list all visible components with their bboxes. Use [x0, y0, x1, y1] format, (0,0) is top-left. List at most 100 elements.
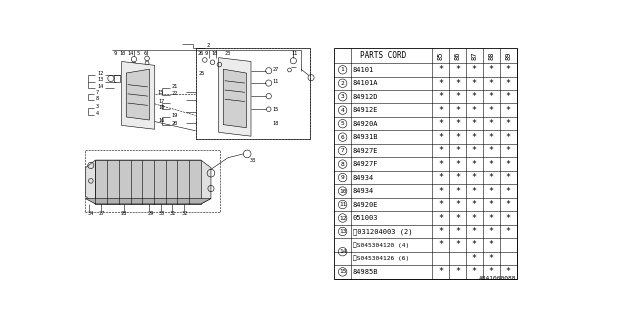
- Text: *: *: [489, 106, 493, 115]
- Polygon shape: [86, 160, 211, 204]
- Text: *: *: [506, 79, 511, 88]
- Text: *: *: [489, 92, 493, 101]
- Text: 051003: 051003: [353, 215, 378, 221]
- Text: *: *: [455, 146, 460, 155]
- Text: 17: 17: [159, 99, 165, 104]
- Text: *: *: [489, 173, 493, 182]
- Text: 11: 11: [339, 202, 346, 207]
- Text: *: *: [438, 119, 443, 128]
- Text: *: *: [506, 146, 511, 155]
- Text: 5: 5: [137, 51, 140, 56]
- Text: *: *: [455, 187, 460, 196]
- Text: 14: 14: [339, 249, 346, 254]
- Text: 85: 85: [437, 51, 444, 60]
- Bar: [196, 48, 310, 139]
- Text: 84101: 84101: [353, 67, 374, 73]
- Text: 84912E: 84912E: [353, 107, 378, 113]
- Text: 32: 32: [182, 211, 188, 216]
- Text: *: *: [506, 133, 511, 142]
- Text: 9: 9: [340, 175, 344, 180]
- Text: 10: 10: [211, 51, 217, 56]
- Text: 13: 13: [339, 229, 346, 234]
- Text: *: *: [489, 133, 493, 142]
- Text: *: *: [506, 65, 511, 74]
- Text: 15: 15: [339, 269, 346, 275]
- Text: *: *: [455, 200, 460, 209]
- Text: 84934: 84934: [353, 175, 374, 180]
- Text: 22: 22: [172, 91, 178, 96]
- Text: 20: 20: [172, 121, 178, 125]
- Text: *: *: [506, 119, 511, 128]
- Text: *: *: [489, 240, 493, 250]
- Text: 84985B: 84985B: [353, 269, 378, 275]
- Text: 88: 88: [488, 51, 494, 60]
- Text: *: *: [438, 240, 443, 250]
- Text: *: *: [506, 200, 511, 209]
- Text: *: *: [438, 227, 443, 236]
- Text: 89: 89: [505, 51, 511, 60]
- Text: 2: 2: [340, 81, 344, 86]
- Bar: [86, 150, 220, 212]
- Text: *: *: [506, 92, 511, 101]
- Text: *: *: [472, 254, 477, 263]
- Text: *: *: [455, 133, 460, 142]
- Text: *: *: [455, 119, 460, 128]
- Text: 28: 28: [120, 211, 126, 216]
- Text: ⓈS045304126 (6): ⓈS045304126 (6): [353, 256, 409, 261]
- Text: *: *: [472, 92, 477, 101]
- Text: 16: 16: [159, 117, 165, 123]
- Text: 84920E: 84920E: [353, 202, 378, 208]
- Text: 10: 10: [339, 188, 346, 194]
- Text: 18: 18: [273, 121, 279, 125]
- Text: 86: 86: [454, 51, 460, 60]
- Text: *: *: [472, 227, 477, 236]
- Text: A841000088: A841000088: [479, 276, 516, 281]
- Text: *: *: [438, 65, 443, 74]
- Text: 5: 5: [340, 121, 344, 126]
- Text: *: *: [489, 187, 493, 196]
- Text: 84934: 84934: [353, 188, 374, 194]
- Text: 1: 1: [340, 67, 344, 72]
- Text: *: *: [472, 65, 477, 74]
- Text: *: *: [438, 92, 443, 101]
- Text: *: *: [438, 133, 443, 142]
- Text: *: *: [455, 106, 460, 115]
- Text: *: *: [489, 268, 493, 276]
- Text: *: *: [438, 187, 443, 196]
- Text: *: *: [472, 146, 477, 155]
- Text: *: *: [438, 79, 443, 88]
- Text: 3: 3: [95, 104, 99, 109]
- Text: *: *: [506, 106, 511, 115]
- Text: 8: 8: [340, 162, 344, 167]
- Text: ⓈS045304120 (4): ⓈS045304120 (4): [353, 242, 409, 248]
- Text: *: *: [455, 79, 460, 88]
- Text: 23: 23: [224, 51, 230, 56]
- Text: *: *: [472, 160, 477, 169]
- Polygon shape: [95, 160, 201, 204]
- Text: 4: 4: [340, 108, 344, 113]
- Text: *: *: [455, 240, 460, 250]
- Text: 18: 18: [159, 105, 165, 110]
- Text: 12: 12: [339, 215, 346, 220]
- Text: 84920A: 84920A: [353, 121, 378, 127]
- Text: 84927F: 84927F: [353, 161, 378, 167]
- Text: 84927E: 84927E: [353, 148, 378, 154]
- Text: 84931B: 84931B: [353, 134, 378, 140]
- Text: *: *: [472, 268, 477, 276]
- Text: *: *: [506, 268, 511, 276]
- Text: 9: 9: [113, 51, 116, 56]
- Text: 19: 19: [172, 113, 178, 118]
- Text: *: *: [472, 187, 477, 196]
- Text: 2: 2: [206, 43, 209, 48]
- Text: PARTS CORD: PARTS CORD: [360, 51, 406, 60]
- Text: 11: 11: [291, 51, 298, 56]
- Text: *: *: [489, 254, 493, 263]
- Text: *: *: [438, 146, 443, 155]
- Text: 3: 3: [340, 94, 344, 99]
- Text: *: *: [489, 119, 493, 128]
- Text: 84101A: 84101A: [353, 80, 378, 86]
- Text: 7: 7: [95, 90, 99, 95]
- Bar: [114, 75, 120, 82]
- Bar: [334, 48, 516, 279]
- Text: 14: 14: [127, 51, 133, 56]
